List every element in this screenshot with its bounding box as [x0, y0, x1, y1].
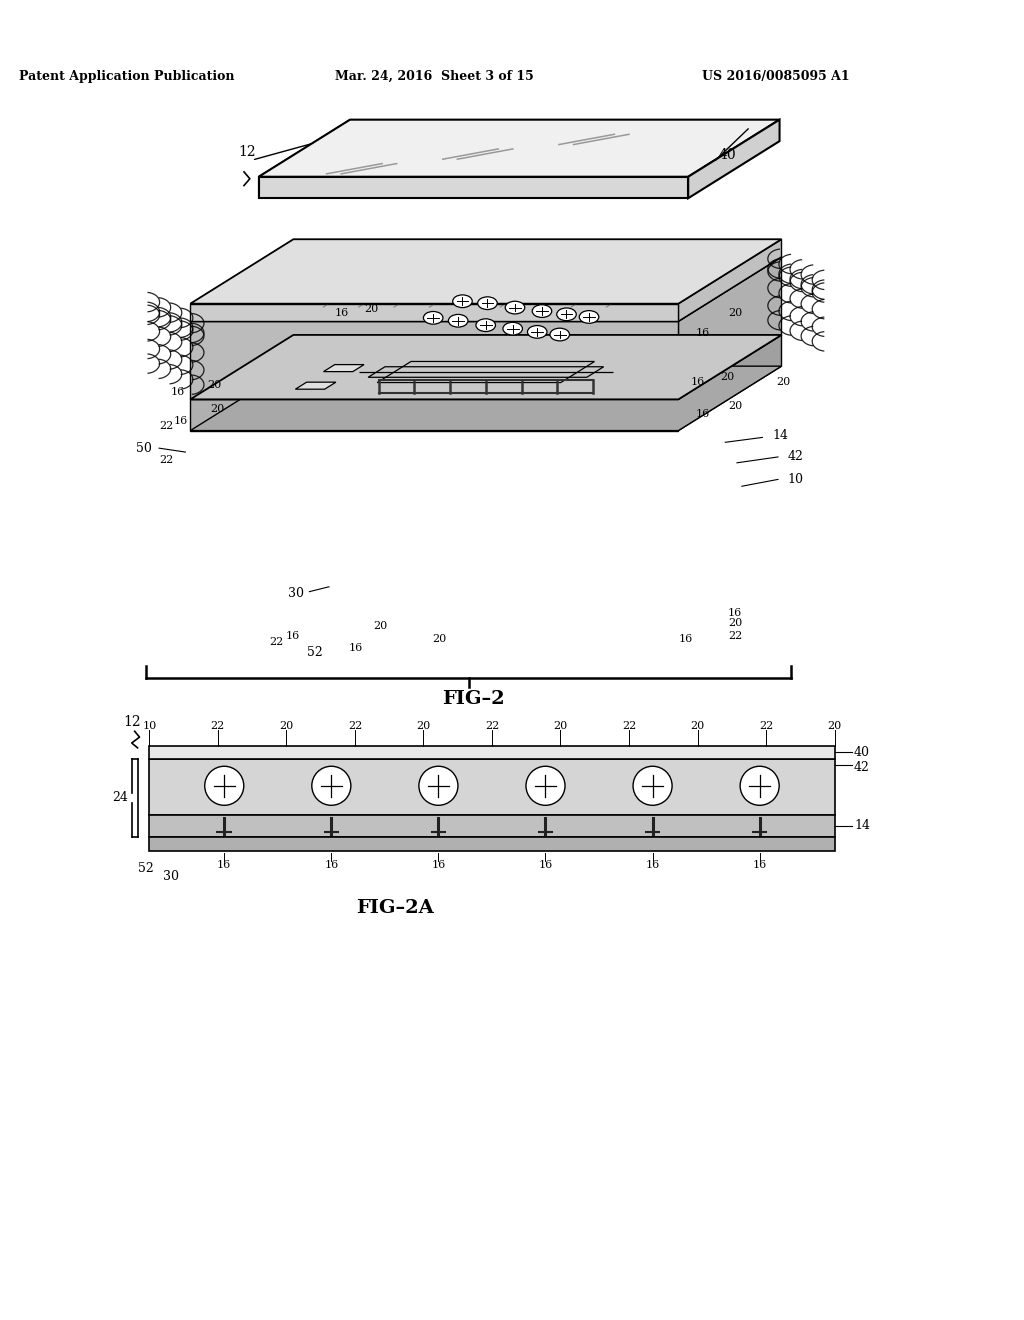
- Text: 16: 16: [539, 861, 553, 870]
- Ellipse shape: [449, 314, 468, 327]
- Text: 16: 16: [695, 409, 710, 418]
- Polygon shape: [688, 120, 779, 198]
- Circle shape: [633, 766, 672, 805]
- Polygon shape: [190, 335, 781, 400]
- Circle shape: [419, 766, 458, 805]
- Text: 14: 14: [854, 820, 870, 833]
- Polygon shape: [190, 257, 781, 321]
- Text: 52: 52: [138, 862, 155, 875]
- Text: 16: 16: [695, 327, 710, 338]
- Polygon shape: [324, 364, 364, 372]
- Text: 22: 22: [159, 455, 173, 465]
- Polygon shape: [295, 383, 336, 389]
- Text: 20: 20: [280, 722, 294, 731]
- Text: 16: 16: [679, 634, 693, 644]
- Polygon shape: [679, 239, 781, 321]
- Ellipse shape: [453, 294, 472, 308]
- Polygon shape: [150, 746, 835, 759]
- Text: 22: 22: [728, 631, 742, 640]
- Text: 20: 20: [720, 372, 734, 381]
- Text: 42: 42: [854, 760, 869, 774]
- Polygon shape: [190, 400, 679, 430]
- Ellipse shape: [532, 305, 552, 317]
- Polygon shape: [150, 837, 835, 851]
- Ellipse shape: [503, 322, 522, 335]
- Text: 22: 22: [484, 722, 499, 731]
- Polygon shape: [190, 366, 781, 430]
- Polygon shape: [259, 120, 350, 198]
- Circle shape: [205, 766, 244, 805]
- Polygon shape: [190, 304, 679, 321]
- Text: 20: 20: [553, 722, 567, 731]
- Polygon shape: [150, 759, 835, 816]
- Ellipse shape: [580, 310, 599, 323]
- Text: 16: 16: [349, 643, 364, 653]
- Text: Mar. 24, 2016  Sheet 3 of 15: Mar. 24, 2016 Sheet 3 of 15: [335, 70, 534, 83]
- Text: 30: 30: [288, 587, 304, 601]
- Ellipse shape: [478, 297, 498, 309]
- Text: US 2016/0085095 A1: US 2016/0085095 A1: [702, 70, 850, 83]
- Text: 16: 16: [286, 631, 300, 640]
- Polygon shape: [679, 335, 781, 430]
- Text: 12: 12: [123, 714, 140, 729]
- Text: 20: 20: [417, 722, 430, 731]
- Text: 40: 40: [854, 746, 870, 759]
- Text: 50: 50: [135, 442, 152, 454]
- Circle shape: [312, 766, 351, 805]
- Text: 40: 40: [719, 148, 736, 162]
- Text: 30: 30: [163, 870, 179, 883]
- Text: 16: 16: [691, 376, 706, 387]
- Text: 20: 20: [364, 304, 378, 314]
- Text: 52: 52: [307, 645, 324, 659]
- Text: 16: 16: [173, 416, 187, 426]
- Text: 16: 16: [431, 861, 445, 870]
- Text: Patent Application Publication: Patent Application Publication: [19, 70, 234, 83]
- Text: 22: 22: [269, 638, 284, 647]
- Text: 42: 42: [787, 450, 804, 463]
- Text: 16: 16: [335, 309, 349, 318]
- Circle shape: [526, 766, 565, 805]
- Text: 16: 16: [728, 609, 742, 618]
- Text: 20: 20: [728, 618, 742, 628]
- Text: 22: 22: [759, 722, 773, 731]
- Text: 20: 20: [777, 376, 791, 387]
- Text: 20: 20: [827, 722, 842, 731]
- Polygon shape: [679, 257, 781, 400]
- Text: 22: 22: [159, 421, 173, 430]
- Text: 20: 20: [728, 401, 742, 412]
- Ellipse shape: [550, 329, 569, 341]
- Text: 22: 22: [622, 722, 636, 731]
- Text: 16: 16: [217, 861, 231, 870]
- Circle shape: [740, 766, 779, 805]
- Text: FIG–2A: FIG–2A: [356, 899, 434, 917]
- Text: 20: 20: [728, 309, 742, 318]
- Text: 22: 22: [211, 722, 225, 731]
- Ellipse shape: [505, 301, 524, 314]
- Text: 24: 24: [112, 791, 128, 804]
- Text: 16: 16: [170, 387, 184, 396]
- Ellipse shape: [476, 319, 496, 331]
- Text: 12: 12: [239, 145, 256, 160]
- Text: 16: 16: [645, 861, 659, 870]
- Ellipse shape: [423, 312, 443, 325]
- Polygon shape: [259, 177, 688, 198]
- Text: 16: 16: [325, 861, 339, 870]
- Text: 22: 22: [348, 722, 362, 731]
- Ellipse shape: [527, 326, 547, 338]
- Text: FIG–2: FIG–2: [442, 690, 505, 708]
- Polygon shape: [150, 816, 835, 837]
- Text: 16: 16: [753, 861, 767, 870]
- Text: 20: 20: [208, 380, 222, 389]
- Text: 20: 20: [374, 620, 388, 631]
- Text: 14: 14: [773, 429, 788, 442]
- Text: 10: 10: [787, 473, 804, 486]
- Text: 20: 20: [690, 722, 705, 731]
- Polygon shape: [190, 239, 781, 304]
- Text: 20: 20: [432, 634, 446, 644]
- Polygon shape: [259, 120, 779, 177]
- Polygon shape: [190, 321, 679, 400]
- Ellipse shape: [557, 308, 577, 321]
- Text: 10: 10: [142, 722, 157, 731]
- Text: 20: 20: [211, 404, 224, 414]
